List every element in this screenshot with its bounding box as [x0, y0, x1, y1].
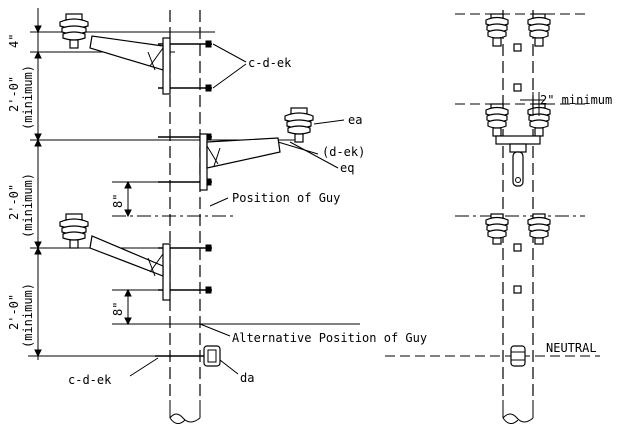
- arrow-head: [34, 138, 42, 147]
- leader-alt-guy: [199, 323, 231, 337]
- dim-min-mid: (minimum): [21, 173, 35, 238]
- lower-insulator: [59, 213, 89, 249]
- middle-insulator-pair: [485, 103, 551, 187]
- leader-d-ek: [277, 141, 319, 155]
- label-c-d-ek-top: c-d-ek: [248, 56, 292, 70]
- label-d-ek: (d-ek): [322, 145, 365, 159]
- pole-break-symbol: [502, 417, 519, 424]
- label-position-of-guy: Position of Guy: [232, 191, 340, 205]
- arrow-head: [34, 50, 42, 59]
- bolt-head: [513, 43, 522, 52]
- label-ea: ea: [348, 113, 362, 127]
- front-view: 2" minimum NEUTRAL: [385, 10, 612, 424]
- arrow-head: [124, 288, 132, 297]
- label-alternative-position-of-guy: Alternative Position of Guy: [232, 331, 427, 345]
- leader-da: [219, 359, 239, 375]
- leader-position-guy: [209, 197, 229, 207]
- top-insulator-pair: [485, 13, 551, 47]
- leader-c-d-ek-top: [212, 43, 247, 63]
- top-pin-bracket: [89, 35, 171, 95]
- arrow-head: [124, 209, 132, 218]
- label-c-d-ek-bottom: c-d-ek: [68, 373, 112, 387]
- bolt-head: [513, 285, 522, 294]
- label-2in-minimum: 2" minimum: [540, 93, 612, 107]
- dim-4in: 4": [7, 34, 21, 48]
- middle-pin-bracket: [199, 133, 281, 191]
- pole-break-symbol: [502, 413, 534, 423]
- arrow-head: [124, 317, 132, 326]
- lower-pin-bracket: [89, 235, 171, 301]
- lower-insulator-pair: [485, 213, 551, 245]
- leader-ea: [313, 119, 345, 125]
- dim-2ft-low: 2'-0": [7, 294, 21, 330]
- leader-eq: [289, 141, 339, 169]
- label-eq: eq: [340, 161, 354, 175]
- dim-8in-lower: 8": [111, 302, 125, 316]
- dim-2ft-mid: 2'-0": [7, 184, 21, 220]
- label-da: da: [240, 371, 254, 385]
- dim-min-low: (minimum): [21, 283, 35, 348]
- leader-c-d-ek-bottom: [129, 357, 159, 377]
- middle-insulator: [284, 107, 314, 143]
- top-insulator: [59, 13, 89, 49]
- neutral-spool-insulator: [510, 345, 526, 367]
- dim-min-top: (minimum): [21, 65, 35, 130]
- pole-break-symbol: [169, 417, 186, 424]
- arrow-head: [124, 180, 132, 189]
- arrow-head: [34, 133, 42, 142]
- label-neutral: NEUTRAL: [546, 341, 597, 355]
- pole-break-symbol: [169, 413, 201, 423]
- arrow-head: [34, 246, 42, 255]
- arrow-head: [34, 241, 42, 250]
- dim-2ft-top: 2'-0": [7, 76, 21, 112]
- left-side-view: 4" 2'-0" (minimum) 2'-0" (minimum) 2'-0"…: [7, 8, 427, 424]
- bolt-head: [513, 83, 522, 92]
- dim-8in-upper: 8": [111, 194, 125, 208]
- bolt-head: [513, 243, 522, 252]
- arrow-head: [34, 25, 42, 34]
- neutral-clamp: [203, 345, 221, 367]
- leader-c-d-ek-top: [212, 63, 247, 89]
- arrow-head: [34, 349, 42, 358]
